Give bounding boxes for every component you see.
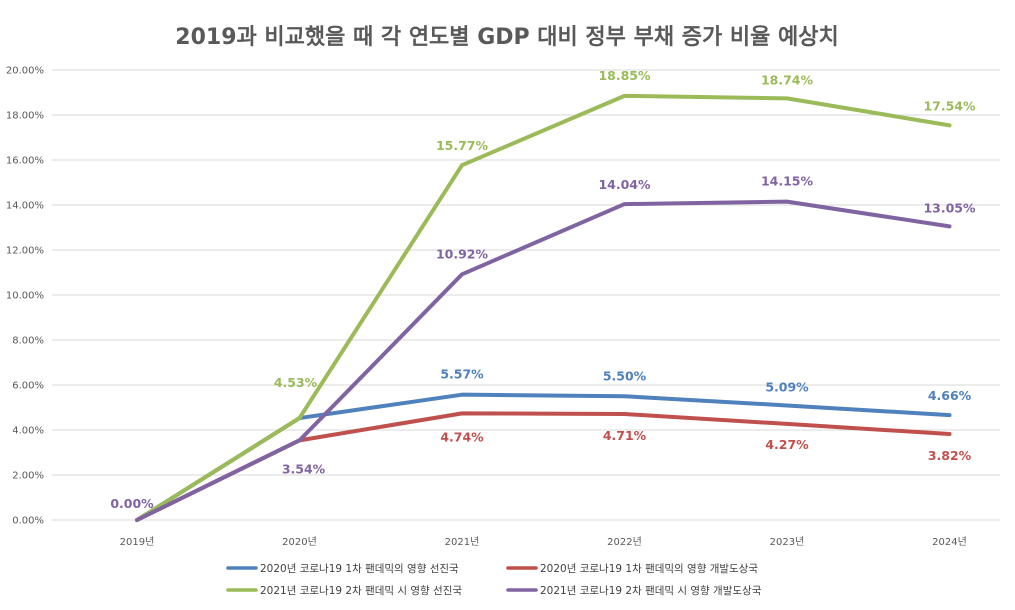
- x-tick-label: 2020년: [282, 536, 317, 548]
- x-tick-label: 2021년: [445, 536, 480, 548]
- y-tick-label: 12.00%: [6, 246, 44, 257]
- y-tick-label: 8.00%: [12, 336, 44, 347]
- y-tick-label: 10.00%: [6, 291, 44, 302]
- y-tick-label: 6.00%: [12, 381, 44, 392]
- data-label: 4.74%: [440, 429, 484, 444]
- data-label: 5.50%: [603, 368, 647, 383]
- data-label: 0.00%: [110, 496, 154, 511]
- y-tick-label: 4.00%: [12, 426, 44, 437]
- data-label: 3.54%: [282, 461, 326, 476]
- x-axis: 2019년 2020년 2021년 2022년 2023년 2024년: [120, 536, 967, 548]
- legend-entry: 2020년 코로나19 1차 팬데믹의 영향 개발도상국: [540, 563, 758, 575]
- y-tick-label: 14.00%: [6, 201, 44, 212]
- data-label: 14.04%: [598, 177, 651, 192]
- chart-title: 2019과 비교했을 때 각 연도별 GDP 대비 정부 부채 증가 비율 예상…: [175, 25, 838, 50]
- y-axis: 0.00% 2.00% 4.00% 6.00% 8.00% 10.00% 12.00% 14.…: [6, 66, 44, 527]
- data-label: 4.53%: [274, 375, 318, 390]
- y-tick-label: 2.00%: [12, 471, 44, 482]
- data-label: 4.71%: [603, 428, 647, 443]
- x-tick-label: 2023년: [770, 536, 805, 548]
- y-tick-label: 0.00%: [12, 516, 44, 527]
- data-labels: 5.57% 5.50% 5.09% 4.66% 4.74% 4.71% 4.27% 3.82%…: [110, 68, 976, 511]
- series-lines: [135, 93, 952, 522]
- legend-entry: 2021년 코로나19 2차 팬데믹 시 영향 개발도상국: [540, 585, 762, 597]
- data-label: 5.57%: [440, 367, 484, 382]
- data-label: 5.09%: [765, 379, 809, 394]
- x-tick-label: 2019년: [120, 536, 155, 548]
- series-line-4: [135, 199, 952, 522]
- y-tick-label: 18.00%: [6, 111, 44, 122]
- data-label: 15.77%: [436, 138, 489, 153]
- legend: 2020년 코로나19 1차 팬데믹의 영향 선진국 2020년 코로나19 1차…: [226, 563, 762, 597]
- data-label: 13.05%: [923, 200, 976, 215]
- x-tick-label: 2022년: [607, 536, 642, 548]
- data-label: 3.82%: [928, 448, 972, 463]
- data-label: 10.92%: [436, 246, 489, 261]
- data-label: 17.54%: [923, 98, 976, 113]
- y-tick-label: 20.00%: [6, 66, 44, 77]
- legend-entry: 2021년 코로나19 2차 팬데믹 시 영향 선진국: [260, 585, 462, 597]
- series-line-3: [135, 93, 952, 522]
- y-tick-label: 16.00%: [6, 156, 44, 167]
- data-label: 14.15%: [761, 174, 814, 189]
- x-tick-label: 2024년: [932, 536, 967, 548]
- data-label: 4.27%: [765, 437, 809, 452]
- data-label: 18.85%: [598, 68, 651, 83]
- data-label: 4.66%: [928, 388, 972, 403]
- legend-entry: 2020년 코로나19 1차 팬데믹의 영향 선진국: [260, 563, 459, 575]
- data-label: 18.74%: [761, 72, 814, 87]
